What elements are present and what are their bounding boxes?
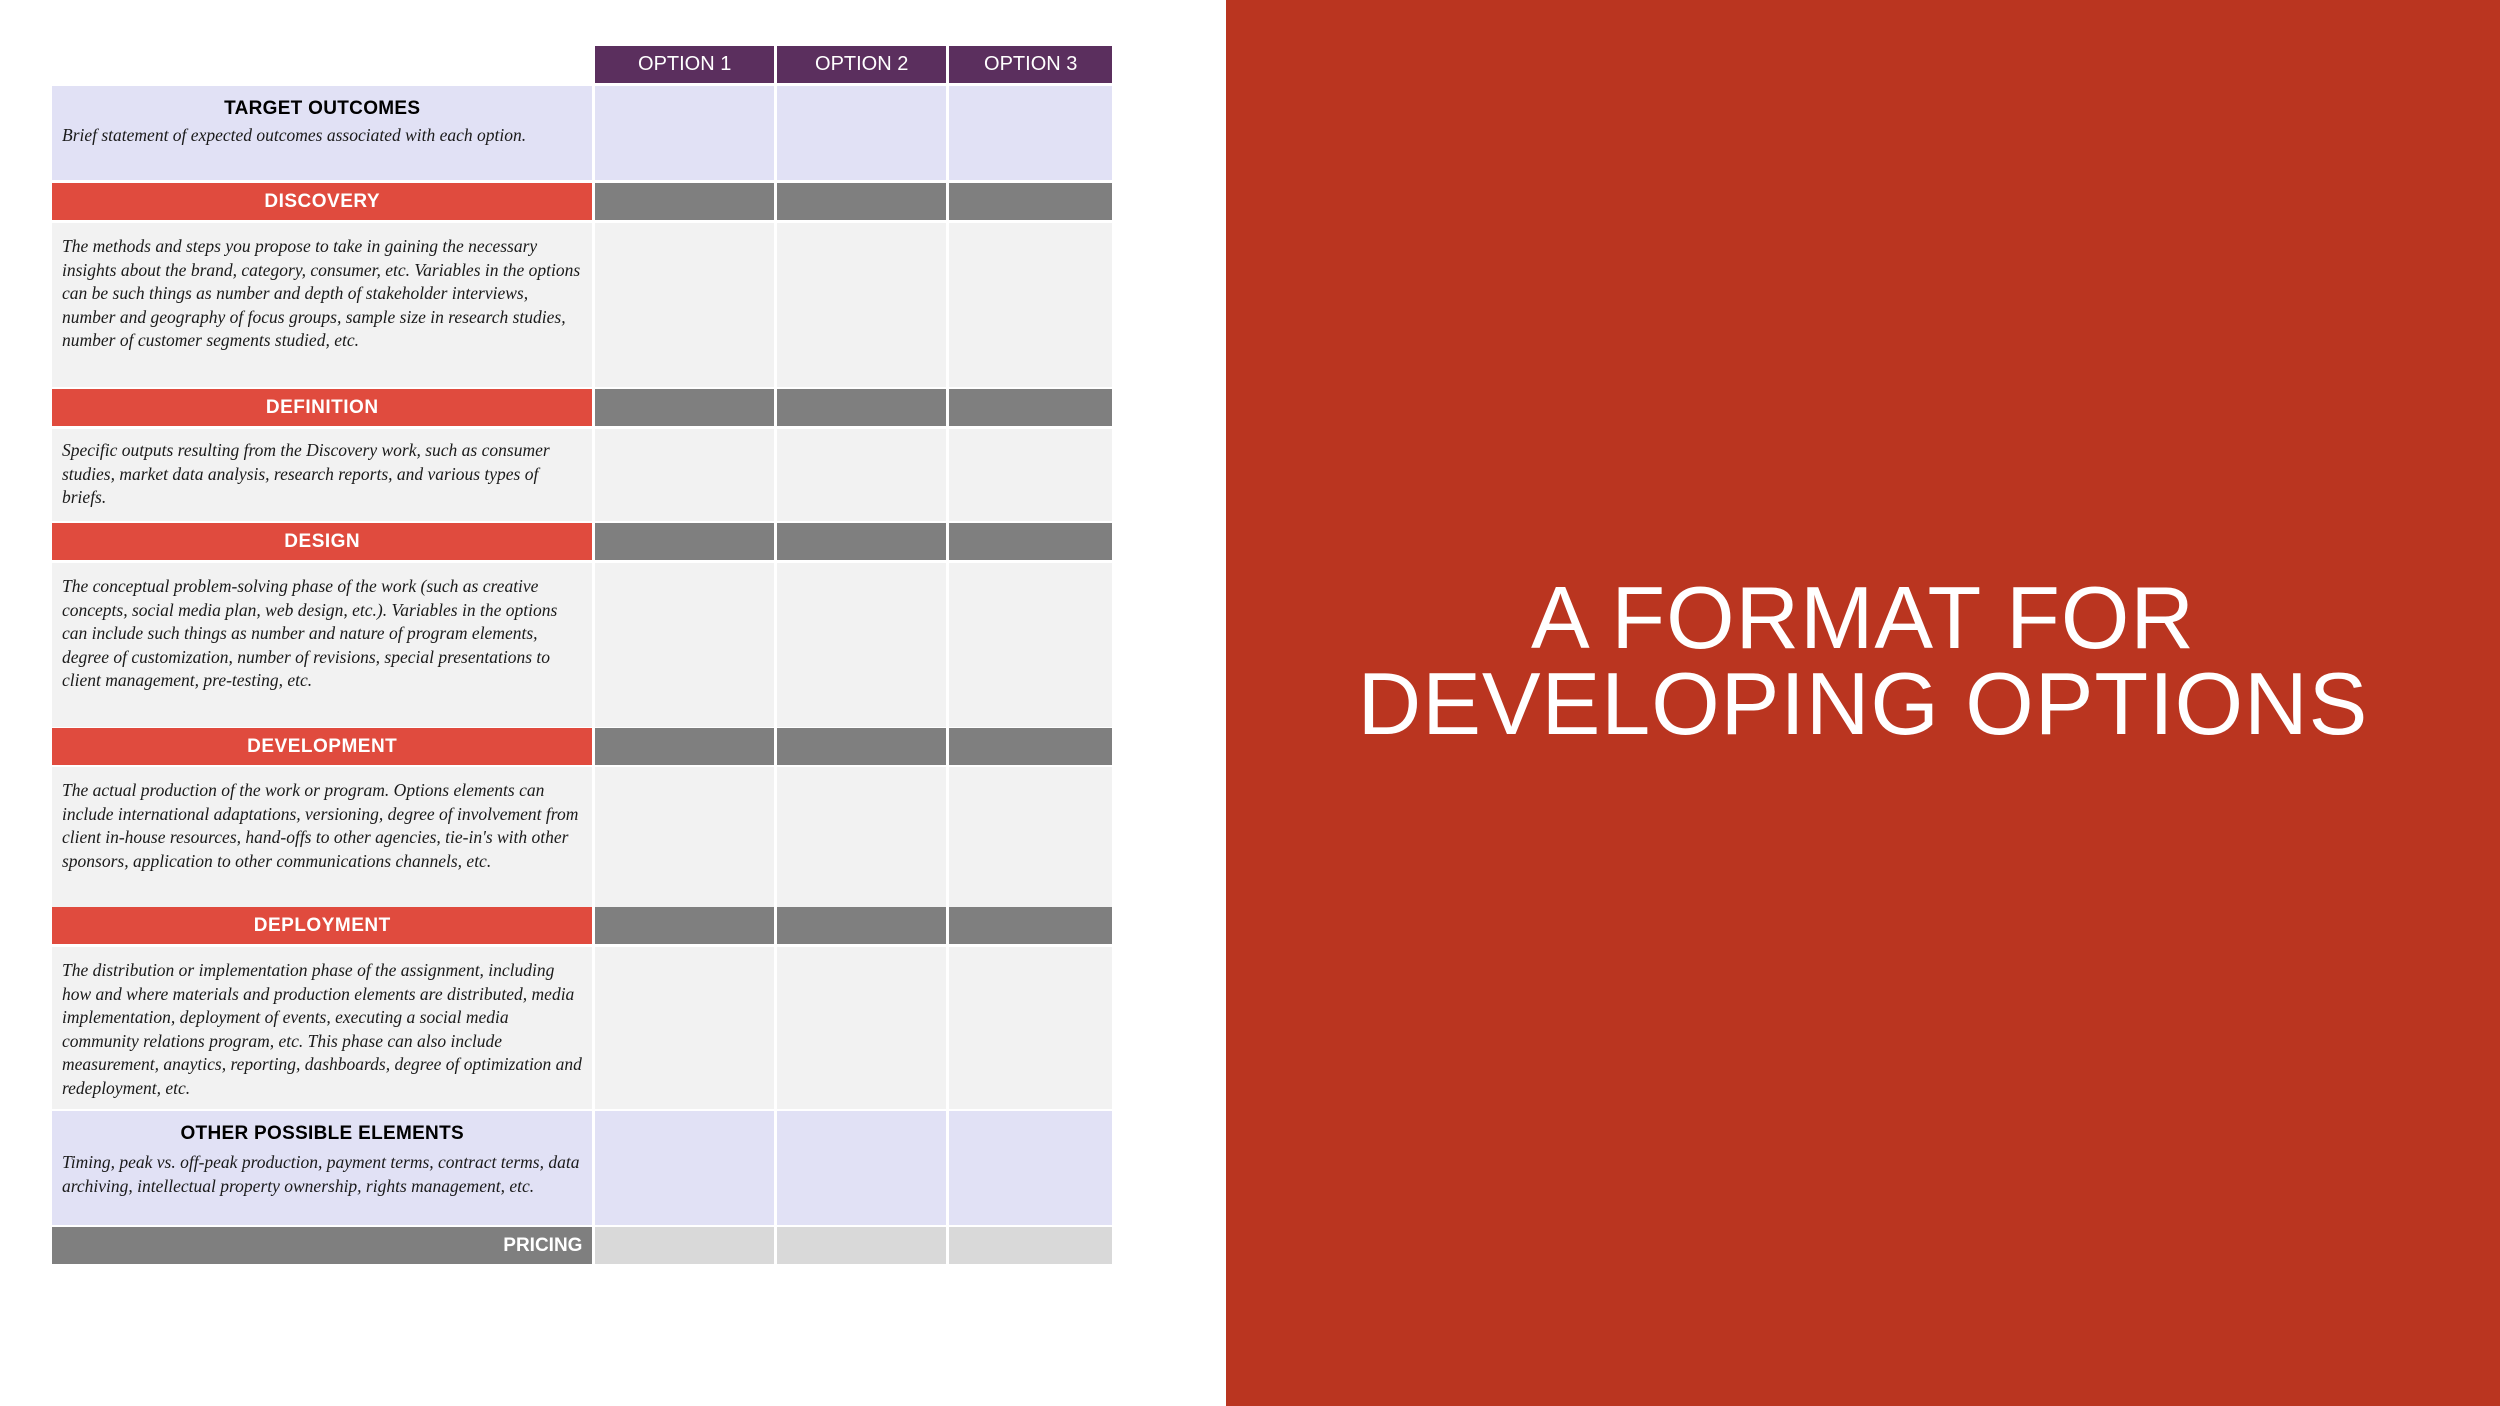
option-1-cell [595,429,774,521]
design-desc: The conceptual problem-solving phase of … [62,576,558,690]
option-3-cell [949,429,1112,521]
pricing-row: PRICING [52,1227,1112,1264]
option-2-cell [776,947,947,1109]
slide-title-line-2: DEVELOPING OPTIONS [1357,654,2369,753]
option-1-cell [595,947,774,1109]
option-3-cell [949,767,1112,907]
option-3-cell [949,523,1112,560]
slide-title-line-1: A FORMAT FOR [1531,568,2195,667]
definition-desc: Specific outputs resulting from the Disc… [62,440,550,507]
target-outcomes-row: TARGET OUTCOMES Brief statement of expec… [52,86,1112,180]
slide-title-panel: A FORMAT FOR DEVELOPING OPTIONS [1226,0,2500,1406]
target-outcomes-cell: TARGET OUTCOMES Brief statement of expec… [52,86,593,180]
deployment-section-row: DEPLOYMENT [52,907,1112,944]
option-1-cell [595,728,774,765]
deployment-desc: The distribution or implementation phase… [62,960,582,1098]
table-header-row: OPTION 1 OPTION 2 OPTION 3 [52,46,1112,83]
slide-title: A FORMAT FOR DEVELOPING OPTIONS [1357,568,2369,753]
other-elements-row: OTHER POSSIBLE ELEMENTS Timing, peak vs.… [52,1111,1112,1225]
header-option-2: OPTION 2 [776,46,947,83]
deployment-desc-cell: The distribution or implementation phase… [52,947,593,1109]
deployment-body-row: The distribution or implementation phase… [52,947,1112,1109]
pricing-label: PRICING [52,1227,593,1264]
discovery-section-row: DISCOVERY [52,183,1112,220]
design-label: DESIGN [52,523,593,560]
development-body-row: The actual production of the work or pro… [52,767,1112,907]
other-elements-heading: OTHER POSSIBLE ELEMENTS [180,1123,464,1144]
definition-body-row: Specific outputs resulting from the Disc… [52,429,1112,521]
option-2-cell [776,563,947,727]
option-2-cell [776,429,947,521]
definition-desc-cell: Specific outputs resulting from the Disc… [52,429,593,521]
option-1-cell [595,563,774,727]
design-body-row: The conceptual problem-solving phase of … [52,563,1112,727]
option-2-cell [776,183,947,220]
other-elements-desc: Timing, peak vs. off-peak production, pa… [62,1152,580,1196]
development-desc: The actual production of the work or pro… [62,780,579,871]
discovery-desc: The methods and steps you propose to tak… [62,236,581,350]
options-table: OPTION 1 OPTION 2 OPTION 3 TARGET OUTCOM… [52,46,1112,1264]
option-1-cell [595,907,774,944]
option-3-cell [949,183,1112,220]
option-2-cell [776,1111,947,1225]
option-3-cell [949,728,1112,765]
option-2-cell [776,523,947,560]
discovery-body-row: The methods and steps you propose to tak… [52,223,1112,387]
option-2-cell [776,86,947,180]
option-1-cell [595,86,774,180]
option-2-cell [776,907,947,944]
option-2-cell [776,223,947,387]
option-2-cell [776,728,947,765]
design-section-row: DESIGN [52,523,1112,560]
option-2-cell [776,389,947,426]
option-3-cell [949,1227,1112,1264]
discovery-label: DISCOVERY [52,183,593,220]
development-label: DEVELOPMENT [52,728,593,765]
option-1-cell [595,1227,774,1264]
option-2-cell [776,767,947,907]
option-3-cell [949,947,1112,1109]
option-2-cell [776,1227,947,1264]
definition-section-row: DEFINITION [52,389,1112,426]
option-1-cell [595,223,774,387]
definition-label: DEFINITION [52,389,593,426]
option-1-cell [595,767,774,907]
option-1-cell [595,523,774,560]
header-option-1: OPTION 1 [595,46,774,83]
design-desc-cell: The conceptual problem-solving phase of … [52,563,593,727]
slide-left-panel: OPTION 1 OPTION 2 OPTION 3 TARGET OUTCOM… [0,0,1226,1406]
option-1-cell [595,389,774,426]
development-section-row: DEVELOPMENT [52,728,1112,765]
discovery-desc-cell: The methods and steps you propose to tak… [52,223,593,387]
target-outcomes-heading: TARGET OUTCOMES [224,98,421,119]
development-desc-cell: The actual production of the work or pro… [52,767,593,907]
option-3-cell [949,1111,1112,1225]
option-1-cell [595,183,774,220]
option-3-cell [949,223,1112,387]
header-blank-cell [52,46,592,83]
header-option-3: OPTION 3 [949,46,1112,83]
option-3-cell [949,389,1112,426]
target-outcomes-desc: Brief statement of expected outcomes ass… [62,125,527,145]
option-3-cell [949,907,1112,944]
other-elements-cell: OTHER POSSIBLE ELEMENTS Timing, peak vs.… [52,1111,593,1225]
option-3-cell [949,86,1112,180]
option-1-cell [595,1111,774,1225]
option-3-cell [949,563,1112,727]
deployment-label: DEPLOYMENT [52,907,593,944]
